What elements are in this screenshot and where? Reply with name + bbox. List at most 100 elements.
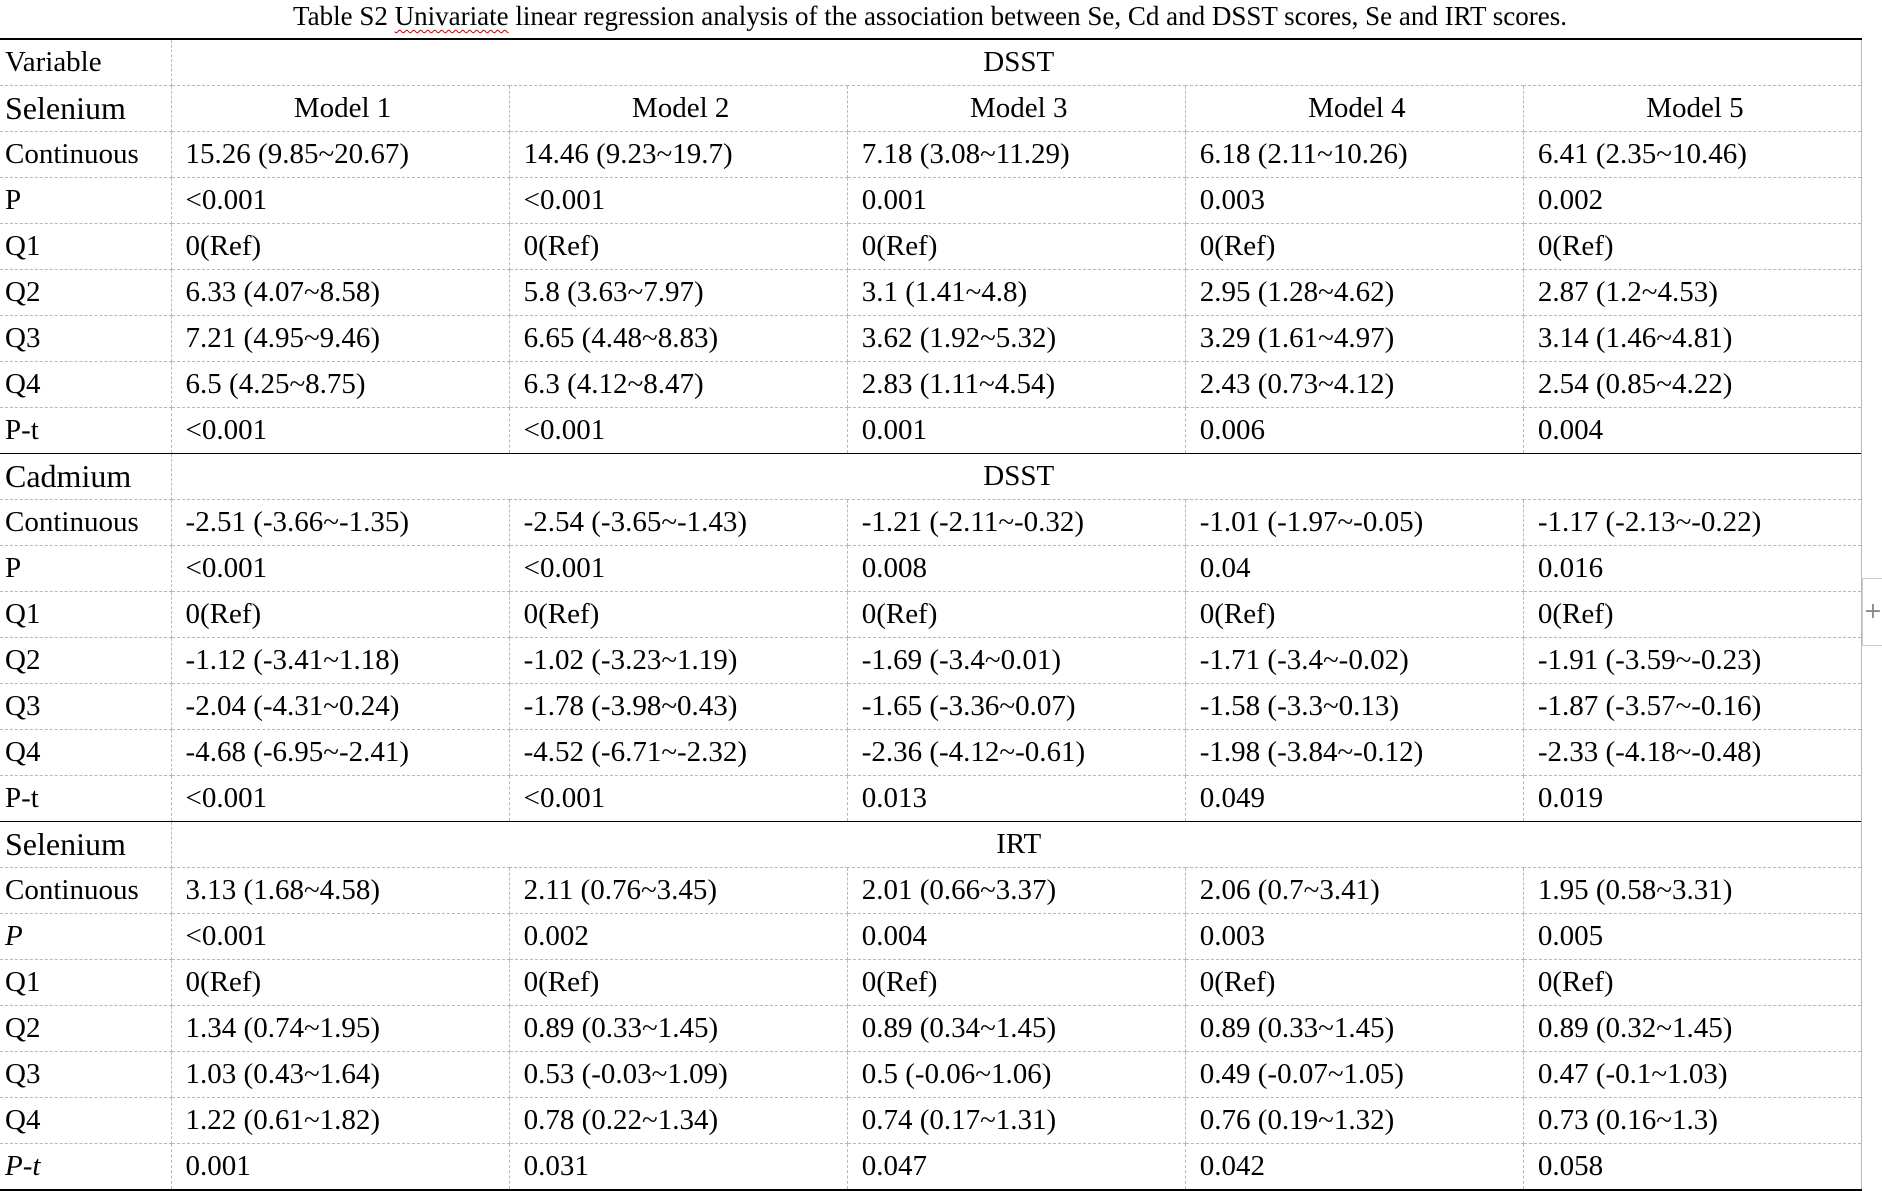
table-cell: 1.03 (0.43~1.64)	[171, 1051, 510, 1098]
table-cell: <0.001	[171, 177, 510, 224]
table-cell: -2.33 (-4.18~-0.48)	[1523, 729, 1863, 776]
table-cell: 0(Ref)	[171, 223, 510, 270]
add-column-glyph: +	[1863, 599, 1882, 624]
row-label: P	[0, 177, 172, 224]
table-cell: -2.51 (-3.66~-1.35)	[171, 499, 510, 546]
table-cell: -1.87 (-3.57~-0.16)	[1523, 683, 1863, 730]
table-row: Q1 0(Ref) 0(Ref) 0(Ref) 0(Ref) 0(Ref)	[0, 959, 1863, 1006]
table-row: Continuous 3.13 (1.68~4.58) 2.11 (0.76~3.4…	[0, 867, 1863, 914]
table-cell: 5.8 (3.63~7.97)	[509, 269, 848, 316]
row-label: Continuous	[0, 131, 172, 178]
model-header: Model 2	[509, 85, 848, 132]
table-cell: 0.031	[509, 1143, 848, 1191]
table-row: P-t 0.001 0.031 0.047 0.042 0.058	[0, 1143, 1863, 1191]
table-cell: 0.019	[1523, 775, 1863, 822]
table-cell: 0.016	[1523, 545, 1863, 592]
table-row: Q3 1.03 (0.43~1.64) 0.53 (-0.03~1.09) 0.5 (…	[0, 1051, 1863, 1098]
table-cell: 0.89 (0.33~1.45)	[509, 1005, 848, 1052]
caption-prefix: Table S2	[293, 1, 395, 31]
table-cell: 0.74 (0.17~1.31)	[847, 1097, 1186, 1144]
table-cell: 1.22 (0.61~1.82)	[171, 1097, 510, 1144]
table-cell: -1.78 (-3.98~0.43)	[509, 683, 848, 730]
table-cell: -1.12 (-3.41~1.18)	[171, 637, 510, 684]
table-row: Q2 -1.12 (-3.41~1.18) -1.02 (-3.23~1.19) -1…	[0, 637, 1863, 684]
row-label: Q1	[0, 591, 172, 638]
row-label: Q1	[0, 223, 172, 270]
table-cell: -1.65 (-3.36~0.07)	[847, 683, 1186, 730]
table-cell: 0.76 (0.19~1.32)	[1185, 1097, 1524, 1144]
table-cell: <0.001	[171, 545, 510, 592]
row-label: Q4	[0, 729, 172, 776]
table-cell: 14.46 (9.23~19.7)	[509, 131, 848, 178]
table-row: Q2 1.34 (0.74~1.95) 0.89 (0.33~1.45) 0.89 (…	[0, 1005, 1863, 1052]
table-row: Q4 1.22 (0.61~1.82) 0.78 (0.22~1.34) 0.74 (…	[0, 1097, 1863, 1144]
row-label: P-t	[0, 407, 172, 454]
table-cell: 7.18 (3.08~11.29)	[847, 131, 1186, 178]
exposure-label: Selenium	[0, 821, 172, 868]
model-header: Model 3	[847, 85, 1186, 132]
table-cell: <0.001	[171, 775, 510, 822]
table-cell: 0.49 (-0.07~1.05)	[1185, 1051, 1524, 1098]
table-cell: 0.53 (-0.03~1.09)	[509, 1051, 848, 1098]
add-column-icon[interactable]: +	[1862, 578, 1882, 646]
table-cell: 0.89 (0.34~1.45)	[847, 1005, 1186, 1052]
table-cell: -4.68 (-6.95~-2.41)	[171, 729, 510, 776]
table-cell: 2.43 (0.73~4.12)	[1185, 361, 1524, 408]
table-cell: 0.47 (-0.1~1.03)	[1523, 1051, 1863, 1098]
exposure-label: Selenium	[0, 85, 172, 132]
table-row: Q3 -2.04 (-4.31~0.24) -1.78 (-3.98~0.43) -1…	[0, 683, 1863, 730]
row-label: Q3	[0, 315, 172, 362]
table-cell: 0.042	[1185, 1143, 1524, 1191]
table-cell: 0(Ref)	[509, 591, 848, 638]
table-cell: 2.06 (0.7~3.41)	[1185, 867, 1524, 914]
table-cell: -2.54 (-3.65~-1.43)	[509, 499, 848, 546]
table-row: Q1 0(Ref) 0(Ref) 0(Ref) 0(Ref) 0(Ref)	[0, 591, 1863, 638]
table-cell: 0.005	[1523, 913, 1863, 960]
table-row: Q2 6.33 (4.07~8.58) 5.8 (3.63~7.97) 3.1 (1.…	[0, 269, 1863, 316]
table-cell: 0(Ref)	[509, 223, 848, 270]
table-cell: -1.69 (-3.4~0.01)	[847, 637, 1186, 684]
table-cell: 2.54 (0.85~4.22)	[1523, 361, 1863, 408]
table-cell: 3.62 (1.92~5.32)	[847, 315, 1186, 362]
row-label: Q2	[0, 637, 172, 684]
row-label: Q3	[0, 683, 172, 730]
table-cell: 6.41 (2.35~10.46)	[1523, 131, 1863, 178]
row-label: Q4	[0, 361, 172, 408]
table-cell: 1.95 (0.58~3.31)	[1523, 867, 1863, 914]
table-cell: 0.001	[171, 1143, 510, 1191]
table-cell: 7.21 (4.95~9.46)	[171, 315, 510, 362]
table-cell: 0.002	[1523, 177, 1863, 224]
table-row: P <0.001 0.002 0.004 0.003 0.005	[0, 913, 1863, 960]
table-cell: 6.65 (4.48~8.83)	[509, 315, 848, 362]
table-row: Continuous -2.51 (-3.66~-1.35) -2.54 (-3.6…	[0, 499, 1863, 546]
table-cell: 6.18 (2.11~10.26)	[1185, 131, 1524, 178]
table-cell: 0(Ref)	[1523, 959, 1863, 1006]
table-row: P-t <0.001 <0.001 0.001 0.006 0.004	[0, 407, 1863, 454]
row-label: Continuous	[0, 867, 172, 914]
model-header: Model 1	[171, 85, 510, 132]
table-cell: 0.058	[1523, 1143, 1863, 1191]
table-cell: 0.008	[847, 545, 1186, 592]
table-cell: 0.003	[1185, 913, 1524, 960]
outcome-label: DSST	[171, 453, 1863, 500]
table-cell: -1.91 (-3.59~-0.23)	[1523, 637, 1863, 684]
regression-table: Variable DSST Selenium Model 1 Model 2 Mode…	[0, 38, 1863, 1191]
table-cell: 2.95 (1.28~4.62)	[1185, 269, 1524, 316]
row-label: P-t	[0, 1143, 172, 1191]
table-cell: 3.29 (1.61~4.97)	[1185, 315, 1524, 362]
table-row: P <0.001 <0.001 0.008 0.04 0.016	[0, 545, 1863, 592]
table-cell: -2.36 (-4.12~-0.61)	[847, 729, 1186, 776]
table-cell: 0.04	[1185, 545, 1524, 592]
section-header-row: Cadmium DSST	[0, 453, 1863, 500]
table-cell: 0.004	[847, 913, 1186, 960]
table-cell: 0(Ref)	[847, 223, 1186, 270]
outcome-header: DSST	[171, 38, 1863, 86]
table-cell: -1.98 (-3.84~-0.12)	[1185, 729, 1524, 776]
table-cell: 0.5 (-0.06~1.06)	[847, 1051, 1186, 1098]
table-cell: 3.13 (1.68~4.58)	[171, 867, 510, 914]
row-label: Q4	[0, 1097, 172, 1144]
table-cell: 15.26 (9.85~20.67)	[171, 131, 510, 178]
table-cell: <0.001	[171, 407, 510, 454]
caption-spellcheck-word[interactable]: Univariate	[394, 1, 509, 31]
table-row: P <0.001 <0.001 0.001 0.003 0.002	[0, 177, 1863, 224]
